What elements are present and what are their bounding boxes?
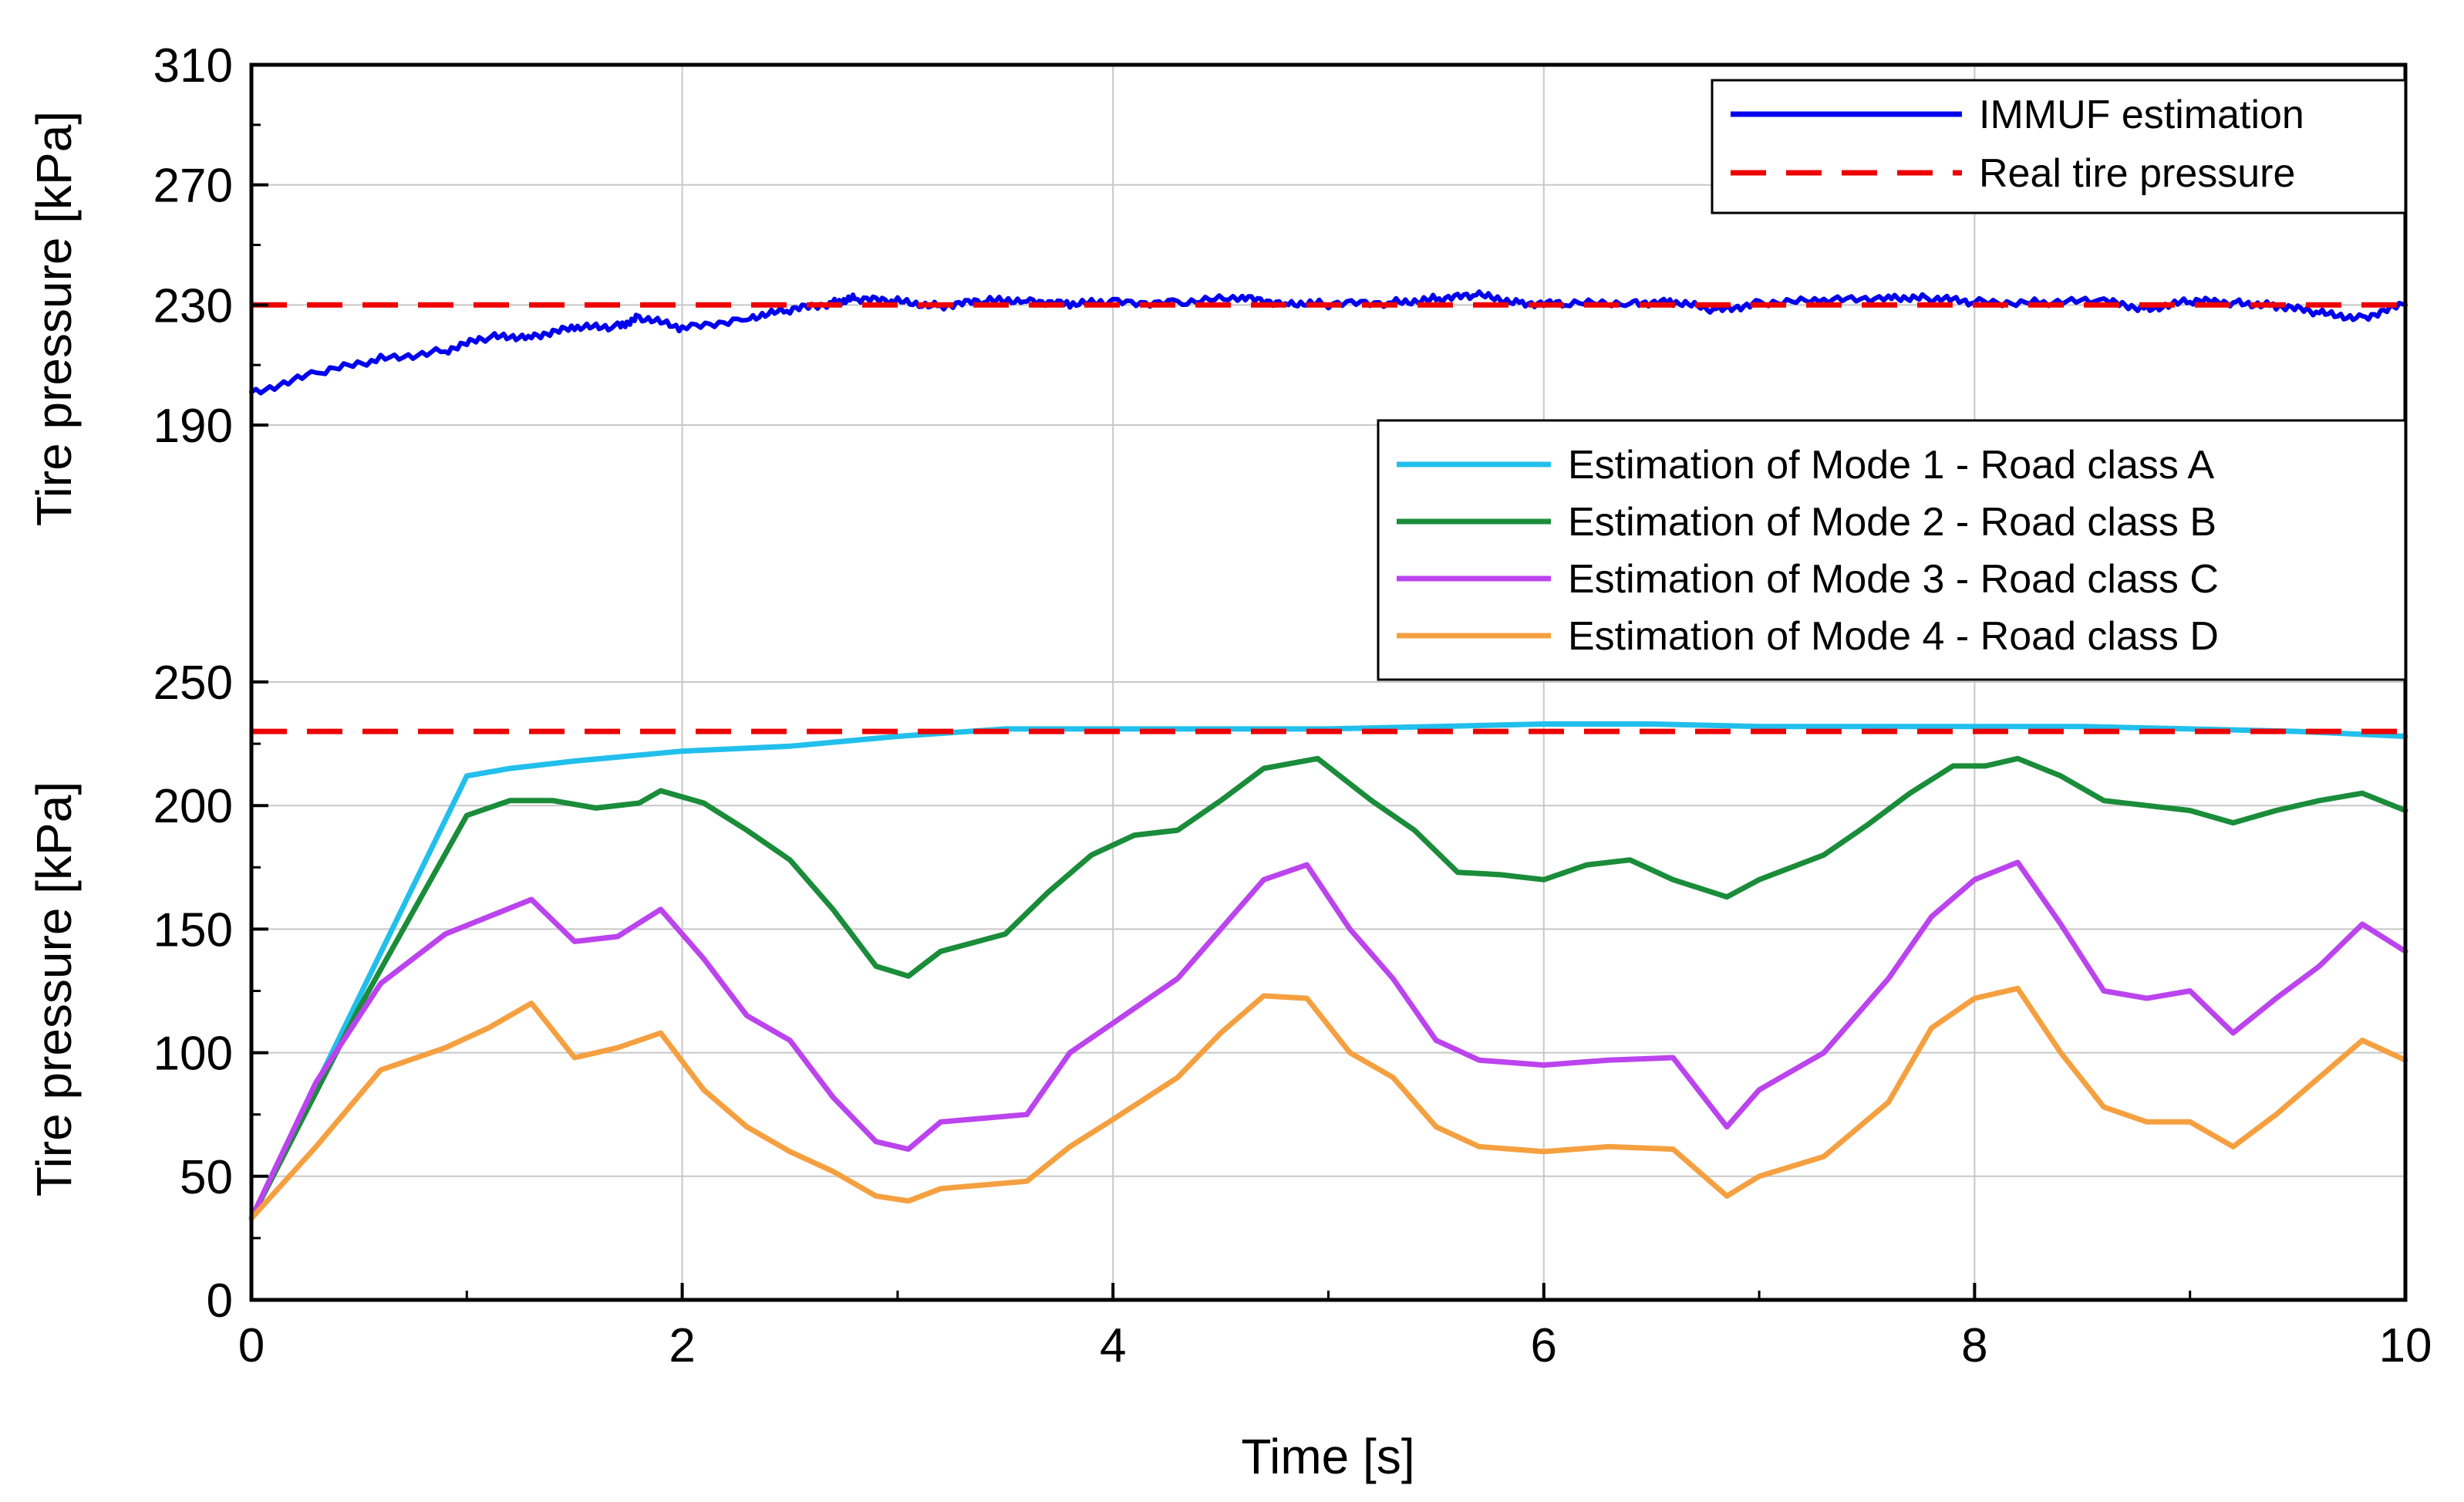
y-tick-label: 310: [153, 39, 233, 93]
series-line-estimation-of-mode-2-road-class-b: [248, 755, 2408, 1221]
series-line-estimation-of-mode-1-road-class-a: [248, 721, 2408, 1221]
legend-label: Real tire pressure: [1979, 151, 2295, 196]
grid-layer: [251, 65, 2405, 1300]
series-layer: [248, 289, 2408, 1221]
x-tick-label: 6: [1531, 1319, 1557, 1372]
tick-layer: [250, 63, 2407, 1301]
y-axis-title-top: Tire pressure [kPa]: [26, 111, 82, 526]
x-tick-label: 8: [1961, 1319, 1987, 1372]
series-line-estimation-of-mode-4-road-class-d: [248, 985, 2408, 1221]
x-tick-label: 10: [2379, 1319, 2432, 1372]
legend-label: Estimation of Mode 1 - Road class A: [1568, 443, 2214, 488]
y-tick-label: 270: [153, 160, 233, 213]
x-tick-label: 2: [669, 1319, 695, 1372]
y-tick-label: 150: [153, 903, 233, 957]
x-axis-title: Time [s]: [1241, 1429, 1414, 1484]
x-tick-label: 0: [238, 1319, 265, 1372]
y-tick-label: 100: [153, 1028, 233, 1081]
y-axis-title-bottom: Tire pressure [kPa]: [26, 781, 82, 1197]
legend-label: Estimation of Mode 4 - Road class D: [1568, 614, 2219, 659]
legend-top: IMMUF estimation Real tire pressure: [1711, 79, 2407, 214]
y-tick-label: 190: [153, 400, 233, 453]
legend-label: Estimation of Mode 3 - Road class C: [1568, 557, 2219, 602]
y-tick-label: 200: [153, 780, 233, 833]
legend-bottom: Estimation of Mode 1 - Road class A Estim…: [1377, 419, 2407, 681]
x-tick-label: 4: [1100, 1319, 1126, 1372]
legend-label: Estimation of Mode 2 - Road class B: [1568, 500, 2216, 545]
y-tick-label: 0: [207, 1274, 233, 1328]
y-tick-label: 50: [180, 1151, 233, 1204]
label-layer: 0 2 4 6 8 10 190 230 270 310 0 50 100 150 200 250: [153, 39, 2432, 1372]
y-tick-label: 230: [153, 279, 233, 332]
legend-label: IMMUF estimation: [1979, 93, 2304, 137]
series-line-estimation-of-mode-3-road-class-c: [248, 859, 2408, 1221]
y-tick-label: 250: [153, 656, 233, 710]
legend-box: [1711, 79, 2407, 214]
